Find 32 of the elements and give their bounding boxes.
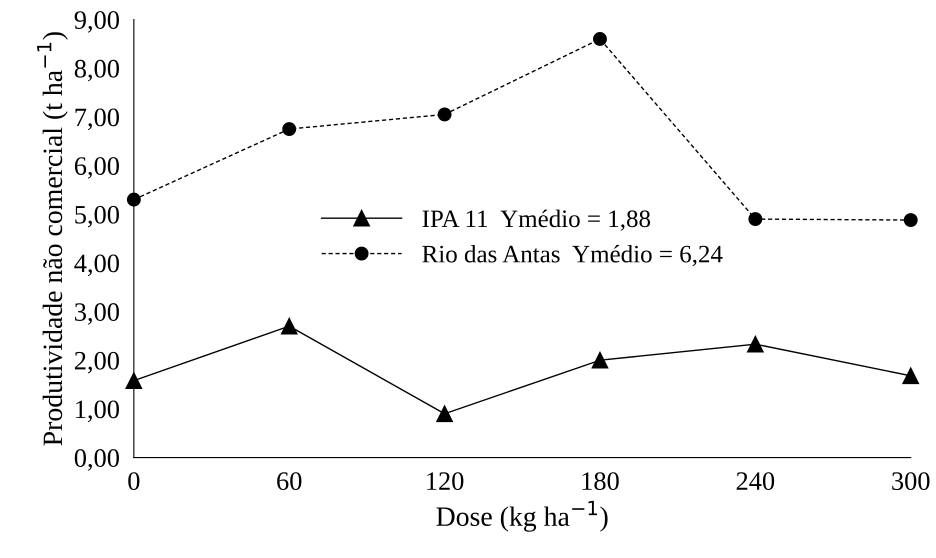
x-tick-label: 300 bbox=[892, 472, 930, 490]
y-tick-label: 3,00 bbox=[75, 303, 119, 325]
point bbox=[904, 213, 918, 227]
y-tick-label: 9,00 bbox=[74, 11, 119, 33]
point bbox=[747, 336, 764, 352]
y-tick-label: 1,00 bbox=[76, 400, 119, 422]
point bbox=[280, 318, 298, 334]
y-tick-label: 5,00 bbox=[75, 206, 119, 228]
point bbox=[902, 367, 920, 384]
x-tick-label: 120 bbox=[427, 472, 464, 490]
y-tick-label: 6,00 bbox=[74, 157, 119, 179]
x-tick-label: 0 bbox=[128, 472, 140, 490]
y-tick-label: 2,00 bbox=[74, 352, 119, 374]
y-tick-label: 4,00 bbox=[74, 254, 119, 276]
point bbox=[126, 192, 141, 207]
y-tick-label: 8,00 bbox=[74, 60, 119, 82]
point bbox=[438, 107, 452, 122]
point bbox=[436, 405, 453, 422]
point bbox=[593, 32, 607, 46]
legend-label: Rio das Antas Ymédio = 6,24 bbox=[422, 244, 723, 266]
y-tick-label: 7,00 bbox=[76, 108, 119, 130]
legend-label: IPA 11 Ymédio = 1,88 bbox=[422, 210, 650, 231]
x-axis-title: Dose (kg ha$^{−1}$) bbox=[436, 500, 608, 532]
point bbox=[126, 372, 142, 389]
x-tick-label: 180 bbox=[582, 472, 619, 490]
point bbox=[748, 212, 762, 226]
x-tick-label: 240 bbox=[736, 472, 774, 490]
y-axis-title: Produtividade não comercial (t ha$^{−1}$) bbox=[37, 32, 68, 446]
point bbox=[282, 122, 296, 136]
point bbox=[592, 352, 608, 369]
y-tick-label: 0,00 bbox=[74, 449, 119, 471]
x-tick-label: 60 bbox=[277, 472, 302, 490]
